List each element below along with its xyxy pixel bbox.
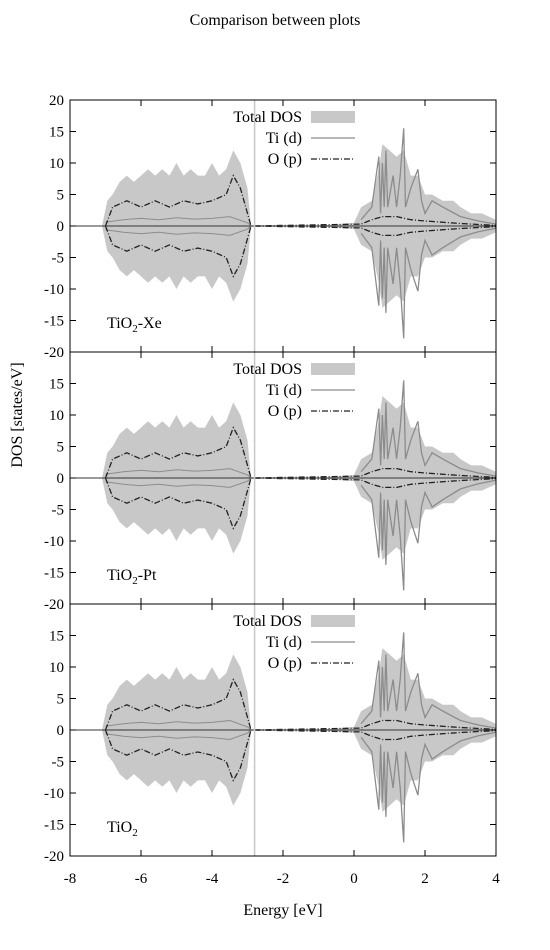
chart-title: Comparison between plots: [189, 12, 361, 29]
y-tick-label: -15: [44, 818, 64, 834]
ti-d-line-up: [360, 380, 497, 477]
o-p-line-down: [104, 225, 497, 278]
y-tick-label: -10: [44, 786, 64, 802]
legend-label: Total DOS: [233, 109, 302, 126]
x-tick-label: -2: [277, 871, 290, 887]
x-tick-label: -4: [206, 871, 219, 887]
x-tick-label: -6: [135, 871, 148, 887]
y-tick-label: -10: [44, 282, 64, 298]
y-tick-label: -5: [52, 251, 65, 267]
legend-label: O (p): [268, 403, 302, 420]
total-dos-area: [102, 648, 496, 812]
total-dos-area: [102, 144, 496, 308]
y-tick-label: 5: [57, 692, 65, 708]
ti-d-valence-up: [105, 468, 252, 479]
y-tick-label: -5: [52, 503, 65, 519]
legend-swatch-total: [311, 363, 355, 375]
y-tick-label: 15: [49, 377, 64, 393]
y-tick-label: -10: [44, 534, 64, 550]
ti-d-valence-down: [105, 225, 252, 236]
x-tick-label: 0: [350, 871, 358, 887]
o-p-line-down: [104, 477, 497, 530]
y-tick-label: -5: [52, 755, 65, 771]
x-tick-label: 4: [492, 871, 500, 887]
y-tick-label: 10: [49, 156, 64, 172]
y-tick-label: 5: [57, 440, 65, 456]
y-axis-label: DOS [states/eV]: [9, 362, 26, 467]
x-axis-label: Energy [eV]: [243, 902, 322, 919]
dos-panel-1: 20 15 10 5 0 -5 -10 -15 -20 Total DOS Ti (d) O (p) T…: [44, 93, 497, 361]
y-tick-label: 10: [49, 408, 64, 424]
panel-label: TiO2: [107, 819, 138, 839]
legend-label: Ti (d): [266, 130, 302, 147]
y-tick-label: 15: [49, 125, 64, 141]
ti-d-valence-up: [105, 216, 252, 227]
ti-d-line-down: [360, 479, 497, 591]
x-tick-label: -8: [64, 871, 77, 887]
y-tick-label: 0: [57, 219, 65, 235]
ti-d-line-up: [360, 128, 497, 225]
dos-panel-3: 15 10 5 0 -5 -10 -15 -20 Total DOS Ti (d) O (p) TiO…: [44, 603, 497, 865]
ti-d-valence-down: [105, 477, 252, 488]
ti-d-line-down: [360, 731, 497, 843]
ti-d-valence-up: [105, 719, 252, 731]
total-dos-area: [102, 396, 496, 560]
panel-label: TiO2-Pt: [107, 567, 157, 587]
y-tick-label: -15: [44, 314, 64, 330]
legend-label: Ti (d): [266, 634, 302, 651]
legend-swatch-total: [311, 615, 355, 627]
ti-d-valence-down: [105, 729, 252, 741]
y-tick-label: -20: [44, 345, 64, 361]
x-tick-label: 2: [421, 871, 429, 887]
y-tick-label: 0: [57, 723, 65, 739]
ti-d-line-up: [360, 632, 497, 729]
y-tick-label: -15: [44, 566, 64, 582]
legend-label: O (p): [268, 655, 302, 672]
legend-label: Ti (d): [266, 382, 302, 399]
legend-label: O (p): [268, 151, 302, 168]
dos-panel-2: 15 10 5 0 -5 -10 -15 -20 Total DOS Ti (d) O (p) TiO…: [44, 351, 497, 613]
y-tick-label: 5: [57, 188, 65, 204]
o-p-line-down: [104, 729, 497, 782]
y-tick-label: -20: [44, 849, 64, 865]
y-tick-label: 10: [49, 660, 64, 676]
panel-label: TiO2-Xe: [107, 315, 162, 335]
legend-swatch-total: [311, 111, 355, 123]
o-p-line-up: [104, 174, 497, 227]
o-p-line-up: [104, 678, 497, 731]
legend-label: Total DOS: [233, 613, 302, 630]
y-tick-label: 15: [49, 629, 64, 645]
legend-label: Total DOS: [233, 361, 302, 378]
y-tick-label: 0: [57, 471, 65, 487]
y-tick-label: 20: [49, 93, 64, 109]
o-p-line-up: [104, 426, 497, 479]
ti-d-line-down: [360, 227, 497, 339]
y-tick-label: -20: [44, 597, 64, 613]
